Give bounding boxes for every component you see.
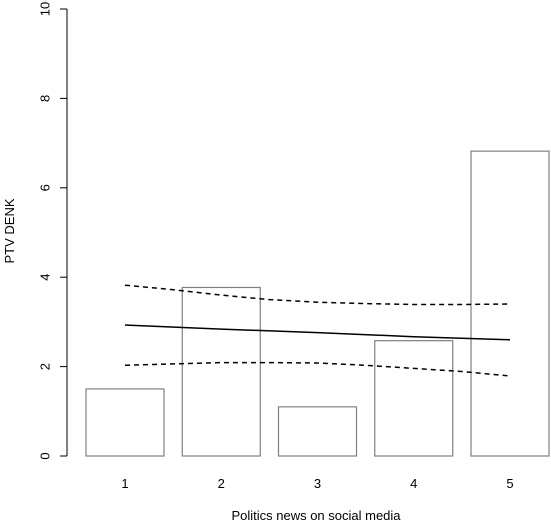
plot-area — [85, 150, 550, 457]
x-tick-label-4: 4 — [410, 476, 417, 491]
y-tick-label-6: 6 — [38, 184, 53, 191]
y-tick-label-4: 4 — [38, 274, 53, 281]
bar-4 — [374, 340, 454, 457]
bar-1 — [85, 388, 165, 457]
ci-lower-line — [124, 361, 511, 377]
y-tick-label-0: 0 — [38, 452, 53, 459]
x-tick-label-1: 1 — [121, 476, 128, 491]
fit-line — [124, 324, 511, 341]
x-tick-label-5: 5 — [506, 476, 513, 491]
x-axis-label: Politics news on social media — [231, 508, 401, 523]
y-tick-label-8: 8 — [38, 95, 53, 102]
ci-upper-line — [124, 284, 511, 306]
bar-5 — [470, 150, 550, 457]
bar-2 — [181, 286, 261, 457]
y-axis-label: PTV DENK — [2, 198, 17, 263]
x-axis: 1 2 3 4 5 — [121, 476, 513, 491]
bar-3 — [277, 406, 358, 457]
x-tick-label-3: 3 — [314, 476, 321, 491]
y-tick-label-10: 10 — [38, 2, 53, 16]
x-tick-label-2: 2 — [218, 476, 225, 491]
y-axis: 0 2 4 6 8 10 — [38, 2, 68, 460]
y-tick-label-2: 2 — [38, 363, 53, 370]
